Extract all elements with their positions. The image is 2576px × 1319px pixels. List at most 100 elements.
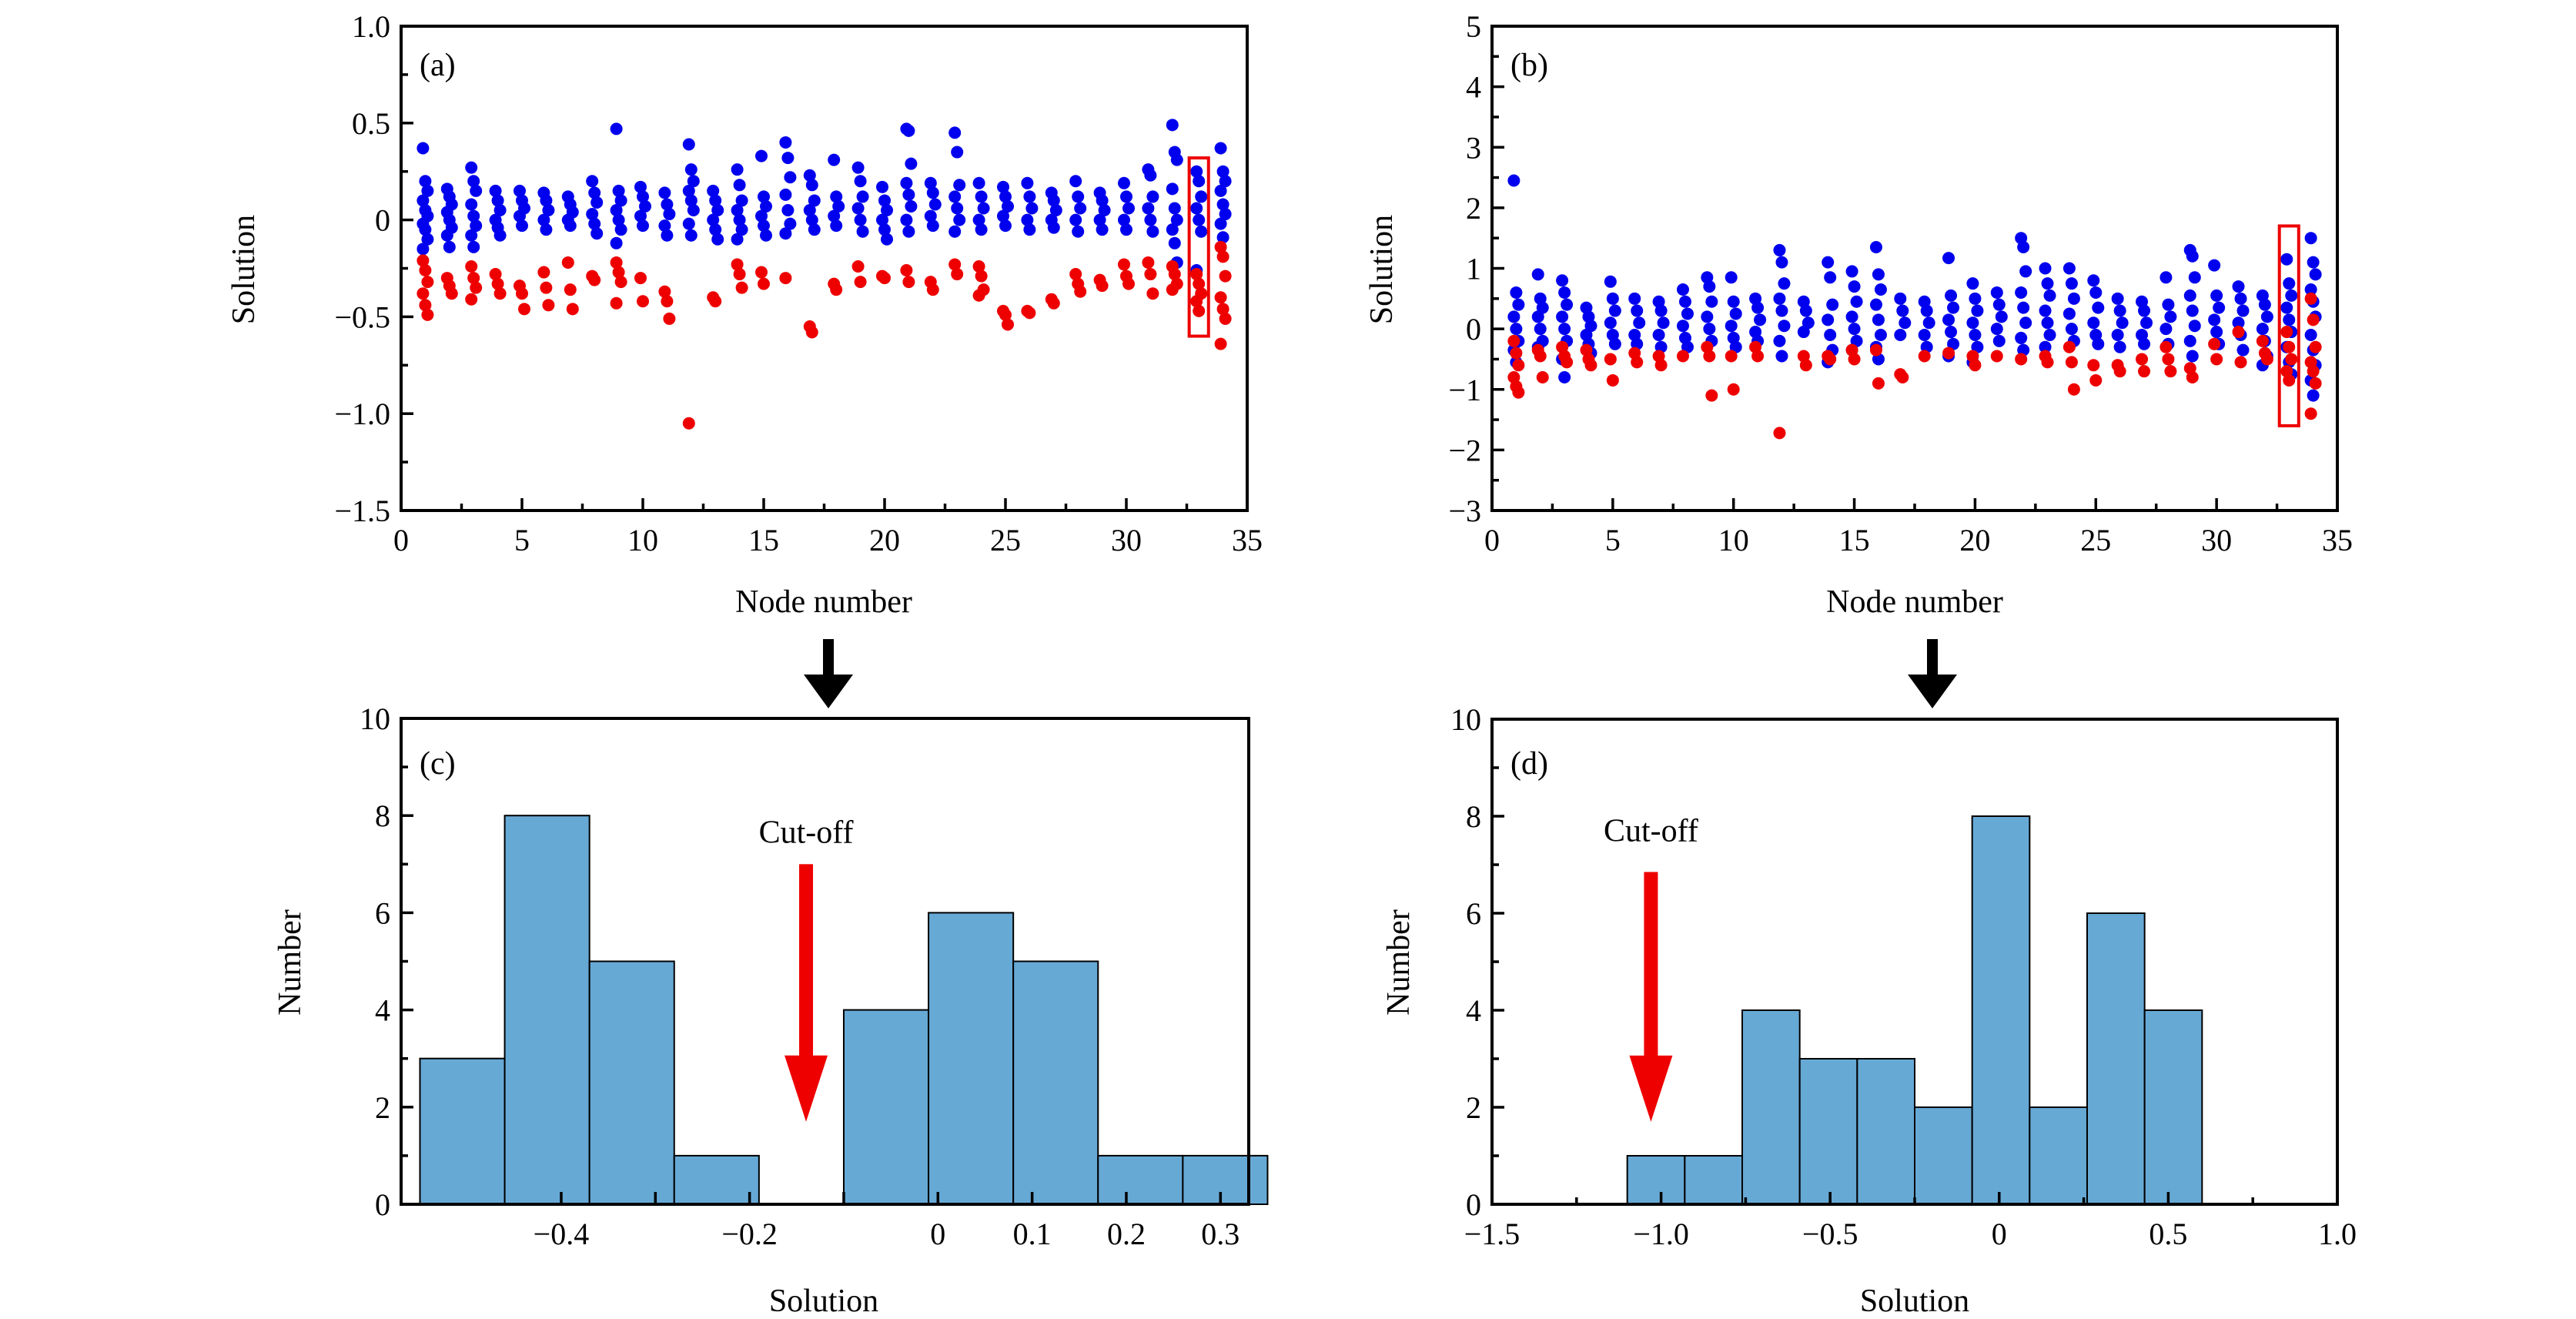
- y-tick-label: −0.5: [334, 300, 390, 334]
- data-point: [2186, 304, 2199, 317]
- data-point: [1510, 346, 1523, 360]
- data-point: [1703, 350, 1716, 363]
- data-point: [614, 194, 627, 207]
- data-point: [540, 281, 553, 294]
- data-point: [2015, 331, 2028, 344]
- data-point: [905, 199, 918, 213]
- data-point: [1657, 316, 1670, 330]
- data-point: [779, 272, 792, 285]
- data-point: [2019, 316, 2032, 330]
- data-point: [417, 194, 430, 207]
- flow-arrow-shaft: [1927, 639, 1938, 682]
- data-point: [972, 176, 985, 189]
- data-point: [1729, 340, 1742, 353]
- data-point: [1536, 371, 1549, 384]
- data-point: [682, 138, 695, 151]
- data-point: [755, 209, 768, 223]
- data-point: [2236, 343, 2250, 357]
- data-point: [1990, 323, 2003, 336]
- data-point: [1701, 310, 1714, 323]
- data-point: [2159, 271, 2173, 284]
- data-point: [637, 295, 649, 308]
- data-point: [972, 289, 985, 302]
- data-point: [803, 204, 816, 217]
- data-point: [1824, 353, 1837, 366]
- data-point: [1122, 277, 1135, 290]
- data-point: [1047, 221, 1060, 234]
- data-point: [2304, 232, 2317, 245]
- data-point: [760, 229, 772, 242]
- x-tick-label: 20: [869, 523, 900, 557]
- histogram-bar: [2086, 912, 2146, 1205]
- data-point: [1120, 190, 1132, 203]
- data-point: [1216, 231, 1229, 244]
- histogram-bar: [928, 912, 1015, 1206]
- data-point: [1681, 340, 1694, 353]
- flow-arrow-b-to-d: [1908, 639, 1957, 708]
- data-point: [1654, 304, 1668, 317]
- data-point: [1604, 275, 1617, 288]
- data-point: [755, 266, 768, 279]
- data-point: [1166, 182, 1179, 196]
- data-point: [465, 259, 478, 273]
- data-point: [417, 243, 430, 256]
- data-point: [542, 299, 555, 312]
- data-point: [470, 184, 483, 197]
- data-point: [2236, 304, 2250, 317]
- histogram-bar: [419, 1057, 506, 1205]
- data-point: [1971, 304, 1984, 317]
- data-point: [586, 175, 599, 188]
- data-point: [1190, 165, 1203, 178]
- data-point: [493, 287, 507, 300]
- data-point: [1874, 283, 1887, 296]
- data-point: [1195, 190, 1208, 203]
- data-point: [1168, 236, 1181, 249]
- data-point: [1216, 250, 1229, 263]
- data-point: [1219, 208, 1232, 221]
- data-point: [1869, 298, 1882, 311]
- data-point: [2062, 340, 2076, 353]
- y-tick-label: 3: [1466, 130, 1481, 165]
- data-point: [1216, 198, 1229, 211]
- data-point: [2283, 313, 2296, 326]
- y-tick-label: 2: [1466, 1090, 1481, 1125]
- data-point: [2307, 313, 2320, 326]
- data-point: [1216, 303, 1229, 316]
- data-point: [1874, 328, 1887, 341]
- data-point: [2067, 383, 2080, 396]
- data-point: [1142, 202, 1155, 215]
- highlight-box: [2277, 224, 2300, 427]
- cutoff-arrow: [1629, 872, 1673, 1122]
- data-point: [540, 194, 553, 207]
- panel-c: (c) Solution Number 0 2 4 6 8 10 −0.4 −0.2 0 0.1 0…: [273, 701, 1269, 1319]
- data-point: [1021, 213, 1034, 226]
- data-point: [2089, 286, 2103, 299]
- data-point: [2113, 365, 2126, 378]
- data-point: [972, 259, 985, 273]
- data-point: [2309, 340, 2322, 353]
- data-point: [612, 266, 625, 279]
- data-point: [445, 287, 458, 300]
- data-point: [1558, 323, 1571, 336]
- data-point: [779, 188, 792, 201]
- data-point: [467, 175, 480, 188]
- y-tick-label: 10: [360, 701, 390, 736]
- data-point: [1561, 356, 1574, 369]
- data-point: [1727, 383, 1740, 396]
- y-tick-label: 0: [375, 203, 390, 238]
- data-point: [1606, 373, 1619, 387]
- panel-a: (a) Node number Solution −1.5 −1.0 −0.5 0 0.…: [226, 9, 1263, 620]
- x-tick-label: 30: [2201, 523, 2232, 557]
- data-point: [2208, 337, 2221, 350]
- data-point: [953, 179, 966, 192]
- x-tick-label: 30: [1111, 523, 1142, 557]
- flow-arrow-a-to-c: [804, 639, 853, 708]
- data-point: [1214, 217, 1227, 230]
- data-point: [566, 303, 579, 316]
- x-tick-label: 0.1: [1013, 1217, 1052, 1251]
- data-point: [514, 209, 526, 223]
- data-point: [1021, 176, 1034, 189]
- data-point: [851, 259, 865, 273]
- x-tick-label: −0.5: [1802, 1217, 1858, 1251]
- data-point: [951, 268, 964, 281]
